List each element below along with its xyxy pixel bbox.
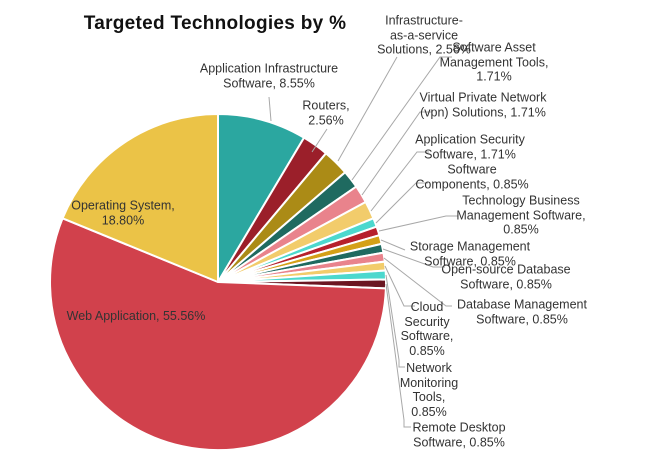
leader-line-network-monitoring-tools (385, 274, 405, 368)
slice-label-routers: Routers, 2.56% (302, 98, 350, 128)
leader-line-storage-management-software (380, 239, 406, 251)
slice-label-infrastructure-as-a-service-solutions: Infrastructure- as-a-service Solutions, … (377, 13, 471, 57)
slice-label-software-asset-management-tools: Software Asset Management Tools, 1.71% (439, 40, 549, 84)
slice-label-open-source-database-software: Open-source Database Software, 0.85% (441, 262, 571, 292)
leader-line-virtual-private-network-vpn-solutions (361, 111, 432, 196)
pie-slice-application-infrastructure-software (217, 113, 305, 283)
slice-label-database-management-software: Database Management Software, 0.85% (457, 297, 587, 327)
pie-slice-operating-system (61, 113, 219, 283)
slice-label-technology-business-management-software: Technology Business Management Software,… (456, 193, 586, 237)
slice-label-application-security-software: Application Security Software, 1.71% (415, 132, 525, 162)
leader-line-application-security-software (370, 151, 429, 212)
slice-label-storage-management-software: Storage Management Software, 0.85% (409, 239, 531, 269)
slice-label-software-components: Software Components, 0.85% (415, 162, 529, 192)
leader-line-routers (311, 128, 328, 153)
leader-line-software-asset-management-tools (351, 56, 452, 181)
chart-title: Targeted Technologies by % (83, 13, 347, 34)
leader-line-cloud-security-software (384, 265, 415, 307)
slice-label-application-infrastructure-software: Application Infrastructure Software, 8.5… (199, 61, 339, 91)
leader-line-remote-desktop-software (385, 283, 411, 428)
slice-label-cloud-security-software: Cloud Security Software, 0.85% (400, 300, 454, 358)
leader-line-open-source-database-software (382, 248, 445, 268)
slice-label-virtual-private-network-vpn-solutions: Virtual Private Network (vpn) Solutions,… (419, 90, 547, 120)
leader-line-technology-business-management-software (378, 215, 458, 232)
leader-line-application-infrastructure-software (268, 96, 272, 122)
leader-line-database-management-software (383, 257, 452, 307)
slice-label-web-application: Web Application, 55.56% (66, 308, 206, 323)
slice-label-network-monitoring-tools: Network Monitoring Tools, 0.85% (399, 361, 459, 419)
slice-label-operating-system: Operating System, 18.80% (71, 198, 175, 228)
pie-slice-web-application (49, 217, 387, 452)
leader-line-software-components (375, 182, 428, 224)
leader-line-infrastructure-as-a-service-solutions (337, 56, 398, 162)
slice-label-remote-desktop-software: Remote Desktop Software, 0.85% (412, 420, 506, 450)
